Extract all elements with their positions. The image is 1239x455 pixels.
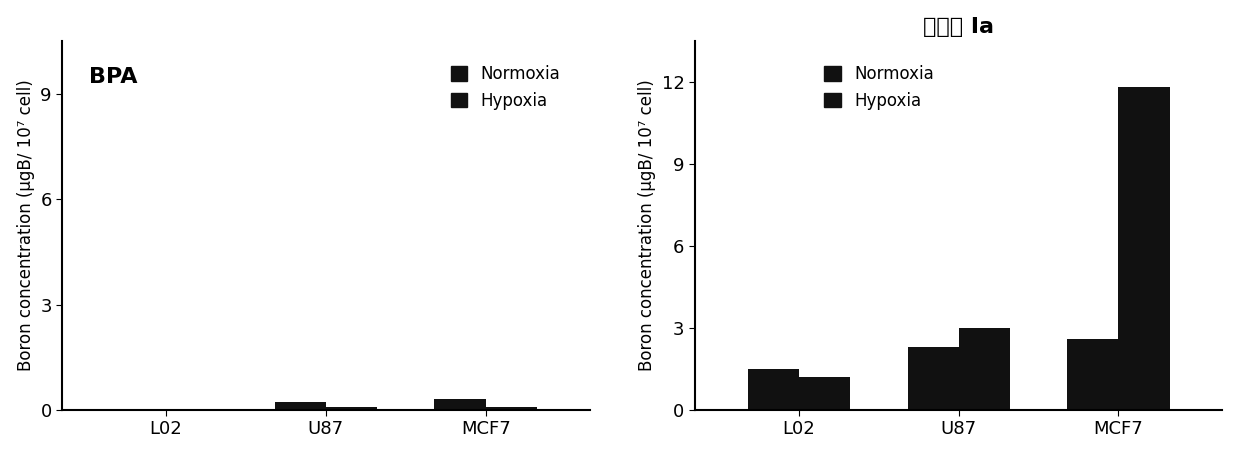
Legend: Normoxia, Hypoxia: Normoxia, Hypoxia <box>819 61 939 115</box>
Bar <box>959 328 1010 410</box>
Title: 化合物 Ia: 化合物 Ia <box>923 17 994 37</box>
Text: BPA: BPA <box>88 67 138 87</box>
Bar <box>799 377 850 410</box>
Legend: Normoxia, Hypoxia: Normoxia, Hypoxia <box>446 61 565 115</box>
Bar <box>1119 87 1170 410</box>
Bar <box>275 402 326 410</box>
Y-axis label: Boron concentration (μgB/ 10⁷ cell): Boron concentration (μgB/ 10⁷ cell) <box>638 80 657 371</box>
Bar <box>747 369 799 410</box>
Bar <box>115 409 166 410</box>
Bar <box>1067 339 1119 410</box>
Y-axis label: Boron concentration (μgB/ 10⁷ cell): Boron concentration (μgB/ 10⁷ cell) <box>16 80 35 371</box>
Bar <box>907 347 959 410</box>
Bar <box>326 408 377 410</box>
Bar <box>166 409 217 410</box>
Bar <box>486 407 536 410</box>
Bar <box>435 399 486 410</box>
